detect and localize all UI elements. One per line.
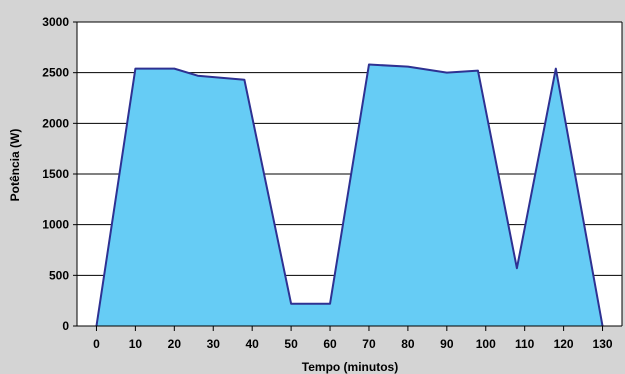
x-tick-label-130: 130 <box>593 337 613 351</box>
x-tick-label-70: 70 <box>362 337 376 351</box>
y-tick-label-2000: 2000 <box>42 116 69 130</box>
x-tick-label-0: 0 <box>93 337 100 351</box>
x-tick-label-30: 30 <box>207 337 221 351</box>
x-tick-label-50: 50 <box>284 337 298 351</box>
x-tick-label-120: 120 <box>554 337 574 351</box>
x-tick-label-20: 20 <box>168 337 182 351</box>
x-tick-label-90: 90 <box>440 337 454 351</box>
y-tick-label-1000: 1000 <box>42 218 69 232</box>
series-line <box>95 63 604 327</box>
y-tick-label-2500: 2500 <box>42 66 69 80</box>
x-tick-label-100: 100 <box>476 337 496 351</box>
y-tick-label-0: 0 <box>62 319 69 333</box>
y-tick-label-500: 500 <box>49 268 69 282</box>
x-tick-label-40: 40 <box>245 337 259 351</box>
y-axis-title: Potência (W) <box>8 129 22 202</box>
x-axis-ticks: 0 10 20 30 40 50 60 70 80 90 100 110 120 130 <box>93 326 613 351</box>
y-tick-label-3000: 3000 <box>42 15 69 29</box>
series-area <box>96 64 603 326</box>
y-tick-label-1500: 1500 <box>42 167 69 181</box>
x-axis-title: Tempo (minutos) <box>302 360 398 374</box>
x-tick-label-10: 10 <box>129 337 143 351</box>
y-axis-ticks: 0 500 1000 1500 2000 2500 3000 <box>42 15 77 333</box>
x-tick-label-110: 110 <box>515 337 535 351</box>
x-tick-label-80: 80 <box>401 337 415 351</box>
x-tick-label-60: 60 <box>323 337 337 351</box>
